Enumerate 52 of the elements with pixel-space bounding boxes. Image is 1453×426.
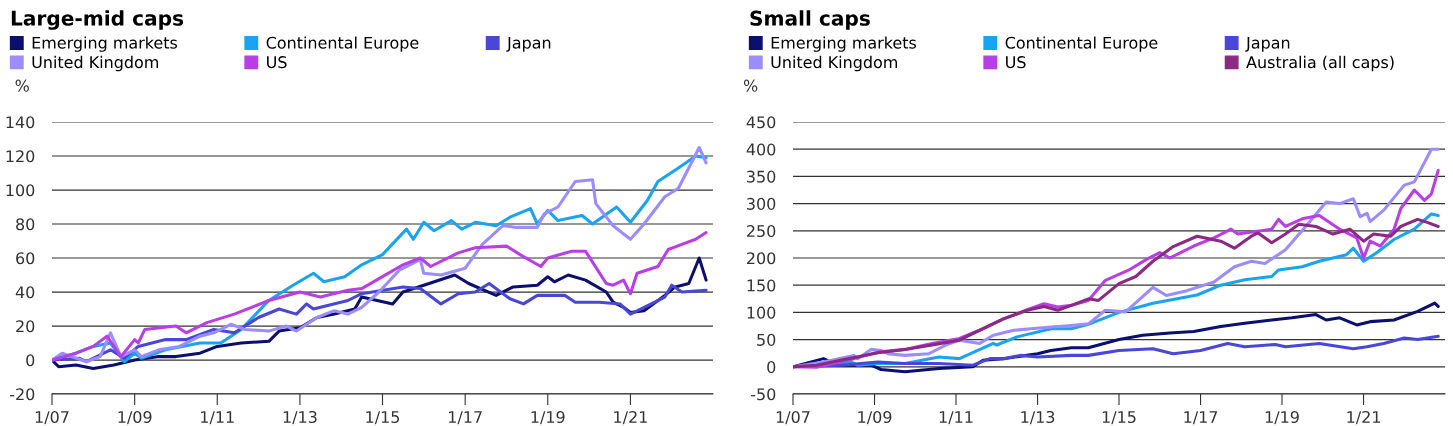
legend-label: Emerging markets xyxy=(771,36,917,52)
x-tick-label: 1/09 xyxy=(858,410,892,425)
y-tick-label: 50 xyxy=(757,333,776,346)
chart-title: Large-mid caps xyxy=(11,10,184,30)
x-tick-label: 1/07 xyxy=(35,410,69,425)
y-tick-label: 0 xyxy=(767,361,776,374)
x-tick-label: 1/19 xyxy=(1265,410,1299,425)
y-tick-label: 200 xyxy=(747,252,776,265)
y-axis-title: % xyxy=(743,79,758,92)
y-tick-label: 40 xyxy=(15,286,35,299)
y-tick-label: 0 xyxy=(26,354,35,367)
x-tick-label: 1/07 xyxy=(776,410,810,425)
legend-label: US xyxy=(1006,56,1026,69)
legend-label: Australia (all caps) xyxy=(1246,55,1394,72)
y-tick-label: -20 xyxy=(10,388,35,401)
x-tick-label: 1/13 xyxy=(283,410,317,425)
y-tick-label: 80 xyxy=(16,218,35,231)
chart-title: Small caps xyxy=(750,10,870,30)
x-tick-label: 1/15 xyxy=(1102,411,1136,425)
y-tick-label: 100 xyxy=(747,306,776,319)
legend-label: Emerging markets xyxy=(32,36,178,52)
y-tick-label: 350 xyxy=(747,170,776,183)
y-tick-label: 450 xyxy=(746,116,776,129)
y-tick-label: -50 xyxy=(751,388,776,401)
x-tick-label: 1/17 xyxy=(1184,411,1218,425)
legend-label: Continental Europe xyxy=(1005,36,1158,52)
x-tick-label: 1/13 xyxy=(1021,410,1055,425)
x-tick-label: 1/09 xyxy=(118,410,152,425)
y-tick-label: 100 xyxy=(6,184,35,197)
y-tick-label: 150 xyxy=(747,279,776,292)
y-tick-label: 60 xyxy=(16,252,35,265)
legend-label: United Kingdom xyxy=(32,55,158,72)
x-tick-label: 1/21 xyxy=(614,410,647,425)
y-tick-label: 140 xyxy=(6,116,35,129)
legend-label: Japan xyxy=(506,36,551,52)
y-tick-label: 300 xyxy=(747,197,776,210)
y-tick-label: 20 xyxy=(16,320,35,333)
x-tick-label: 1/11 xyxy=(201,411,234,425)
x-tick-label: 1/15 xyxy=(366,411,400,425)
x-tick-label: 1/19 xyxy=(531,410,565,425)
legend-label: United Kingdom xyxy=(771,55,897,72)
legend-label: Continental Europe xyxy=(266,36,419,52)
y-tick-label: 250 xyxy=(747,225,776,238)
x-tick-label: 1/21 xyxy=(1347,410,1381,425)
y-tick-label: 400 xyxy=(746,143,776,156)
legend-label: US xyxy=(267,56,287,69)
legend-label: Japan xyxy=(1245,36,1290,52)
line-series xyxy=(52,230,708,362)
x-tick-label: 1/17 xyxy=(449,411,482,425)
y-axis-title: % xyxy=(15,79,29,92)
y-tick-label: 120 xyxy=(6,150,35,163)
x-tick-label: 1/11 xyxy=(939,411,973,425)
